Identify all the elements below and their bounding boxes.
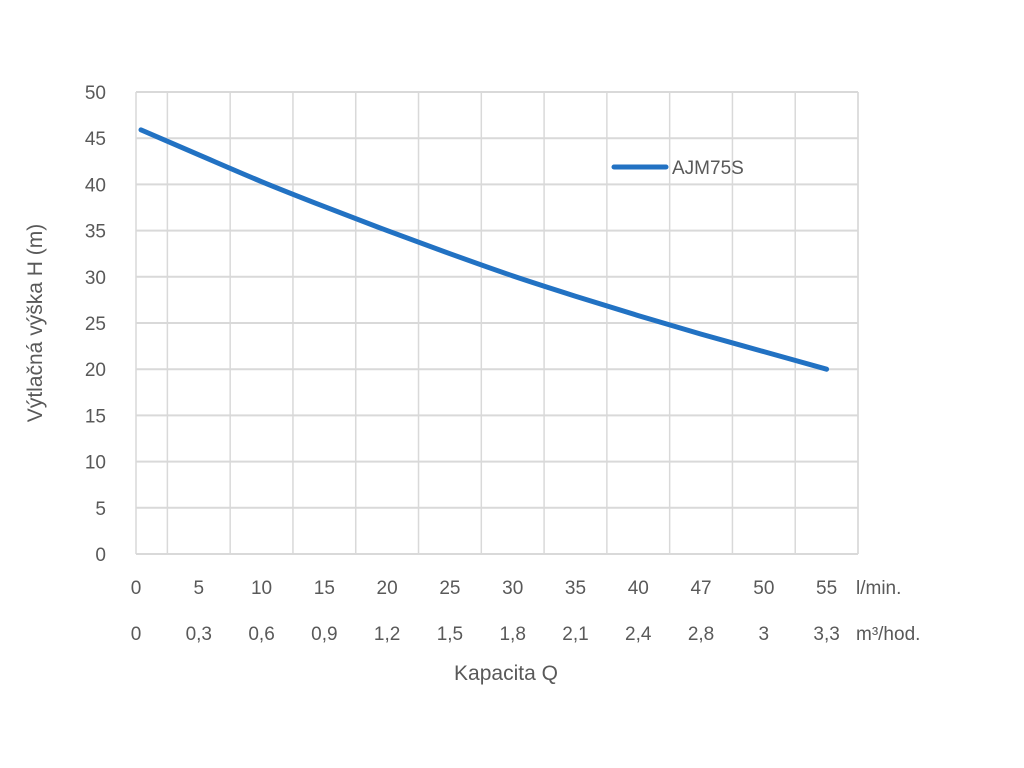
- x-tick-label: 1,2: [374, 624, 400, 645]
- x-axis-unit: l/min.: [856, 578, 901, 599]
- x-axis-unit: m³/hod.: [856, 624, 920, 645]
- x-tick-label: 15: [314, 578, 335, 599]
- grid: [135, 91, 859, 555]
- x-tick-label: 1,8: [499, 624, 525, 645]
- x-tick-label: 0,6: [248, 624, 274, 645]
- x-tick-label: 40: [628, 578, 649, 599]
- x-tick-label: 2,1: [562, 624, 588, 645]
- x-tick-label: 5: [193, 578, 204, 599]
- x-tick-label: 30: [502, 578, 523, 599]
- x-tick-label: 35: [565, 578, 586, 599]
- x-tick-label: 0: [131, 578, 142, 599]
- y-tick-label: 5: [95, 499, 106, 520]
- x-tick-label: 2,4: [625, 624, 652, 645]
- y-tick-label: 25: [85, 314, 106, 335]
- y-tick-label: 15: [85, 406, 106, 427]
- y-tick-label: 45: [85, 129, 106, 150]
- x-tick-label: 3,3: [813, 624, 839, 645]
- y-axis-ticks: 0 5 10 15 20 25 30 35 40 45 50: [85, 83, 106, 566]
- x-tick-label: 55: [816, 578, 837, 599]
- legend-label: AJM75S: [672, 158, 744, 179]
- x-tick-label: 0: [131, 624, 142, 645]
- x-tick-label: 10: [251, 578, 272, 599]
- series-line-ajm75s: [138, 127, 830, 372]
- y-tick-label: 10: [85, 453, 106, 474]
- x-tick-label: 25: [439, 578, 460, 599]
- y-tick-label: 20: [85, 360, 106, 381]
- y-tick-label: 50: [85, 83, 106, 104]
- x-tick-label: 3: [759, 624, 770, 645]
- x-tick-label: 1,5: [437, 624, 463, 645]
- x-tick-label: 0,9: [311, 624, 337, 645]
- x-tick-label: 0,3: [186, 624, 212, 645]
- legend: AJM75S: [611, 158, 744, 179]
- x-tick-label: 2,8: [688, 624, 714, 645]
- y-tick-label: 0: [95, 545, 106, 566]
- series: [138, 127, 830, 372]
- x-tick-label: 20: [377, 578, 398, 599]
- x-tick-label: 50: [753, 578, 774, 599]
- y-tick-label: 35: [85, 222, 106, 243]
- y-axis-title: Výtlačná výška H (m): [24, 224, 47, 422]
- x-axis-ticks: 0 5 10 15 20 25 30 35 40 47 50 55 l/min. 0 0,3 0,6 0,9 1,…: [131, 578, 921, 645]
- x-axis-title: Kapacita Q: [454, 662, 558, 685]
- y-tick-label: 30: [85, 268, 106, 289]
- y-tick-label: 40: [85, 175, 106, 196]
- x-tick-label: 47: [690, 578, 711, 599]
